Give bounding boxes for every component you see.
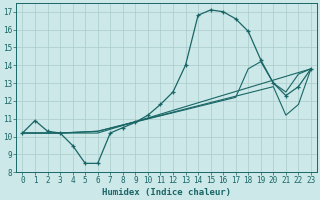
X-axis label: Humidex (Indice chaleur): Humidex (Indice chaleur)	[102, 188, 231, 197]
